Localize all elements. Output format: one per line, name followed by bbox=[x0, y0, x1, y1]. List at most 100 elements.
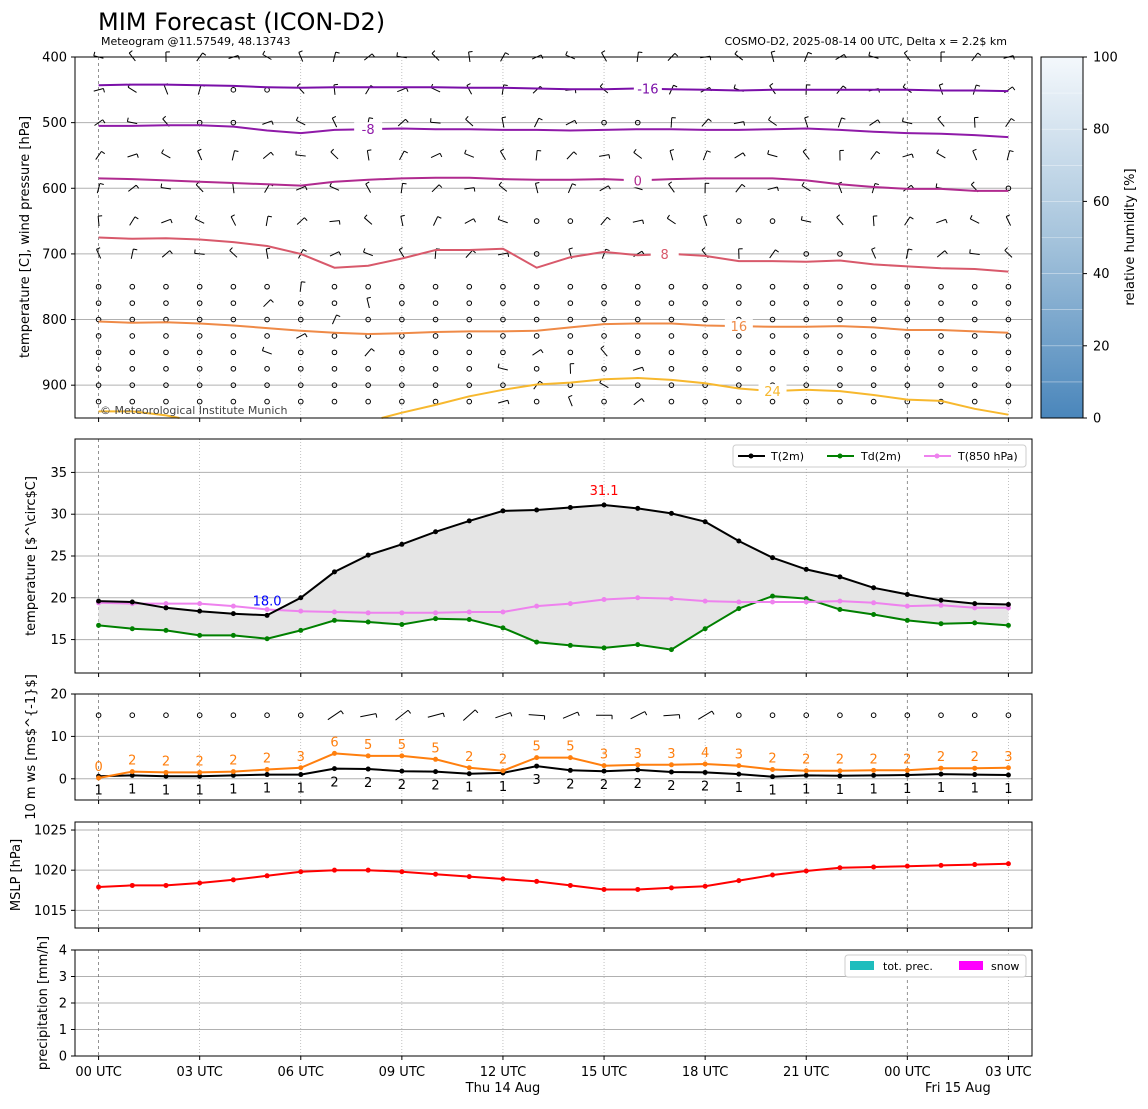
calm-wind-marker bbox=[939, 713, 944, 718]
calm-wind-marker bbox=[737, 399, 742, 404]
series-point bbox=[399, 610, 404, 615]
colorbar-label: relative humidity [%] bbox=[1123, 168, 1138, 305]
ytick-label: 500 bbox=[42, 116, 67, 131]
wind-barb bbox=[633, 367, 643, 370]
wind-barb bbox=[704, 216, 707, 225]
wind-barb bbox=[536, 150, 537, 160]
wind-barb-flag bbox=[777, 187, 778, 191]
calm-wind-marker bbox=[838, 366, 843, 371]
wind-value-label: 5 bbox=[431, 741, 439, 756]
series-point bbox=[1006, 602, 1011, 607]
calm-wind-marker bbox=[737, 219, 742, 224]
contour-label: 16 bbox=[731, 320, 748, 335]
wind-barb-flag bbox=[500, 149, 503, 151]
series-point bbox=[703, 770, 708, 775]
series-point bbox=[905, 772, 910, 777]
series-point bbox=[231, 611, 236, 616]
wind-barb bbox=[329, 221, 339, 222]
date-label: Thu 14 Aug bbox=[465, 1081, 541, 1096]
wind-value-label: 1 bbox=[128, 782, 136, 797]
wind-barb-flag bbox=[801, 216, 802, 220]
series-point bbox=[602, 645, 607, 650]
calm-wind-marker bbox=[265, 284, 270, 289]
calm-wind-marker bbox=[433, 284, 438, 289]
wind-barb-flag bbox=[263, 51, 265, 54]
wind-barb-flag bbox=[170, 251, 173, 254]
calm-wind-marker bbox=[838, 350, 843, 355]
wind-barb-flag bbox=[643, 220, 644, 224]
series-point bbox=[871, 612, 876, 617]
wind-value-label: 1 bbox=[499, 780, 507, 795]
calm-wind-marker bbox=[467, 301, 472, 306]
series-point bbox=[669, 511, 674, 516]
calm-wind-marker bbox=[804, 350, 809, 355]
wind-barb-flag bbox=[363, 248, 364, 252]
calm-wind-marker bbox=[298, 366, 303, 371]
series-point bbox=[534, 604, 539, 609]
series-point bbox=[231, 633, 236, 638]
xtick-label: 00 UTC bbox=[75, 1065, 121, 1080]
wind-barb-flag bbox=[502, 117, 506, 118]
calm-wind-marker bbox=[568, 284, 573, 289]
calm-wind-marker bbox=[332, 350, 337, 355]
calm-wind-marker bbox=[737, 350, 742, 355]
wind-barb-flag bbox=[945, 251, 948, 254]
ytick-label: 1025 bbox=[34, 824, 67, 839]
wind-barb-flag bbox=[669, 182, 672, 184]
series-point bbox=[163, 605, 168, 610]
series-point bbox=[163, 883, 168, 888]
ytick-label: 30 bbox=[50, 508, 67, 523]
wind-barb bbox=[296, 334, 305, 339]
wind-barb-flag bbox=[606, 249, 610, 250]
series-point bbox=[905, 618, 910, 623]
series-point bbox=[770, 873, 775, 878]
wind-value-label: 0 bbox=[94, 760, 102, 775]
series-point bbox=[500, 508, 505, 513]
xtick-label: 18 UTC bbox=[682, 1065, 728, 1080]
wind-value-label: 3 bbox=[297, 750, 305, 765]
calm-wind-marker bbox=[501, 334, 506, 339]
wind-value-label: 6 bbox=[330, 735, 338, 750]
wind-barb-flag bbox=[332, 116, 336, 118]
series-point bbox=[534, 508, 539, 513]
wind-barb bbox=[266, 216, 268, 226]
series-point bbox=[231, 604, 236, 609]
series-point bbox=[265, 767, 270, 772]
wind-ylabel: 10 m ws [ms$^{-1}$] bbox=[24, 674, 39, 820]
calm-wind-marker bbox=[568, 219, 573, 224]
wind-barb-flag bbox=[337, 315, 341, 317]
wind-barb-flag bbox=[135, 217, 138, 219]
wind-barb bbox=[500, 151, 505, 160]
calm-wind-marker bbox=[501, 350, 506, 355]
wind-barb-flag bbox=[875, 183, 879, 184]
wind-barb-flag bbox=[702, 248, 705, 251]
wind-barb bbox=[162, 153, 171, 158]
temperature-contour bbox=[99, 178, 1009, 191]
legend-total-precip-swatch bbox=[850, 961, 874, 970]
series-point bbox=[130, 599, 135, 604]
calm-wind-marker bbox=[669, 399, 674, 404]
wind-barb bbox=[937, 153, 946, 158]
wind-barb-flag bbox=[474, 219, 476, 223]
wind-barb bbox=[601, 349, 607, 357]
series-point bbox=[568, 883, 573, 888]
wind-value-label: 2 bbox=[263, 751, 271, 766]
calm-wind-marker bbox=[972, 399, 977, 404]
wind-barb bbox=[296, 155, 306, 156]
calm-wind-marker bbox=[164, 301, 169, 306]
wind-barb-flag bbox=[297, 83, 300, 86]
calm-wind-marker bbox=[1006, 350, 1011, 355]
wind-barb bbox=[401, 183, 402, 193]
wind-barb-flag bbox=[903, 84, 905, 87]
calm-wind-marker bbox=[703, 350, 708, 355]
calm-wind-marker bbox=[972, 350, 977, 355]
wind-value-label: 2 bbox=[701, 779, 709, 794]
wind-barb bbox=[663, 715, 679, 716]
wind-barb-flag bbox=[508, 400, 509, 404]
wind-value-label: 1 bbox=[94, 783, 102, 798]
series-point bbox=[298, 869, 303, 874]
calm-wind-marker bbox=[770, 713, 775, 718]
series-point bbox=[197, 770, 202, 775]
